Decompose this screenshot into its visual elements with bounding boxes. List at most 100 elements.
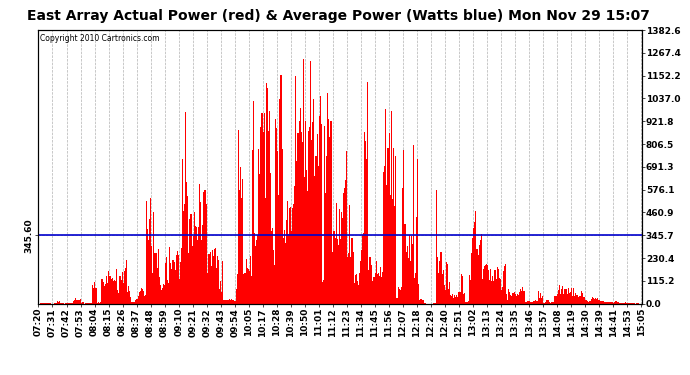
Bar bbox=[503, 271, 504, 304]
Bar bbox=[579, 296, 580, 304]
Bar bbox=[574, 296, 575, 304]
Bar bbox=[317, 166, 319, 304]
Bar bbox=[466, 302, 467, 304]
Bar bbox=[210, 266, 212, 304]
Bar bbox=[133, 302, 135, 304]
Bar bbox=[442, 270, 444, 304]
Bar bbox=[264, 113, 265, 304]
Bar bbox=[463, 294, 464, 304]
Bar bbox=[488, 270, 489, 304]
Bar bbox=[293, 204, 295, 304]
Bar bbox=[126, 260, 127, 304]
Bar bbox=[609, 302, 610, 304]
Bar bbox=[499, 279, 500, 304]
Bar bbox=[363, 232, 364, 304]
Bar bbox=[602, 300, 604, 304]
Bar bbox=[511, 297, 513, 304]
Bar bbox=[288, 234, 289, 304]
Bar bbox=[163, 284, 164, 304]
Bar bbox=[391, 111, 392, 304]
Bar bbox=[255, 246, 256, 304]
Bar bbox=[192, 246, 193, 304]
Bar bbox=[470, 280, 471, 304]
Bar bbox=[214, 249, 215, 304]
Bar bbox=[233, 300, 234, 304]
Bar bbox=[554, 296, 555, 304]
Bar bbox=[327, 93, 328, 304]
Bar bbox=[557, 294, 558, 304]
Bar bbox=[152, 273, 153, 304]
Bar bbox=[215, 248, 216, 304]
Bar bbox=[218, 260, 219, 304]
Bar bbox=[54, 303, 55, 304]
Bar bbox=[273, 249, 274, 304]
Bar bbox=[454, 295, 455, 304]
Bar bbox=[217, 256, 218, 304]
Bar bbox=[529, 302, 531, 304]
Bar bbox=[502, 288, 503, 304]
Bar bbox=[124, 270, 125, 304]
Bar bbox=[91, 303, 92, 304]
Bar bbox=[573, 288, 574, 304]
Bar bbox=[321, 124, 322, 304]
Bar bbox=[242, 179, 244, 304]
Bar bbox=[157, 249, 159, 304]
Bar bbox=[589, 302, 590, 304]
Bar bbox=[360, 261, 361, 304]
Bar bbox=[406, 246, 408, 304]
Bar bbox=[553, 303, 554, 304]
Bar bbox=[105, 284, 106, 304]
Bar bbox=[168, 283, 169, 304]
Bar bbox=[234, 301, 235, 304]
Bar bbox=[462, 276, 463, 304]
Bar bbox=[272, 228, 273, 304]
Bar bbox=[81, 303, 82, 304]
Bar bbox=[147, 229, 148, 304]
Bar bbox=[82, 303, 83, 304]
Bar bbox=[99, 303, 101, 304]
Bar bbox=[219, 290, 220, 304]
Bar bbox=[315, 156, 317, 304]
Bar bbox=[546, 300, 547, 304]
Bar bbox=[199, 184, 200, 304]
Bar bbox=[473, 228, 474, 304]
Bar bbox=[324, 126, 325, 304]
Bar bbox=[596, 299, 598, 304]
Bar bbox=[93, 288, 94, 304]
Bar bbox=[475, 211, 477, 304]
Bar bbox=[127, 291, 128, 304]
Bar bbox=[277, 151, 278, 304]
Bar bbox=[433, 303, 434, 304]
Bar bbox=[444, 290, 446, 304]
Bar bbox=[232, 300, 233, 304]
Bar bbox=[374, 277, 375, 304]
Bar bbox=[289, 207, 290, 304]
Bar bbox=[149, 219, 150, 304]
Bar bbox=[329, 137, 331, 304]
Bar bbox=[185, 112, 186, 304]
Bar bbox=[295, 76, 297, 304]
Bar bbox=[73, 301, 74, 304]
Bar bbox=[437, 257, 438, 304]
Bar bbox=[385, 109, 386, 304]
Bar bbox=[244, 273, 246, 304]
Bar bbox=[422, 300, 424, 304]
Bar bbox=[335, 203, 337, 304]
Bar bbox=[464, 293, 465, 304]
Bar bbox=[271, 231, 272, 304]
Bar bbox=[378, 273, 379, 304]
Bar bbox=[390, 195, 391, 304]
Bar bbox=[495, 279, 497, 304]
Bar bbox=[251, 276, 252, 304]
Bar bbox=[319, 96, 321, 304]
Bar bbox=[614, 302, 615, 304]
Bar bbox=[216, 268, 217, 304]
Bar bbox=[453, 297, 454, 304]
Bar bbox=[328, 119, 329, 304]
Bar bbox=[341, 212, 342, 304]
Bar bbox=[112, 278, 113, 304]
Bar bbox=[237, 274, 238, 304]
Bar bbox=[262, 132, 264, 304]
Bar bbox=[545, 302, 546, 304]
Bar bbox=[111, 279, 112, 304]
